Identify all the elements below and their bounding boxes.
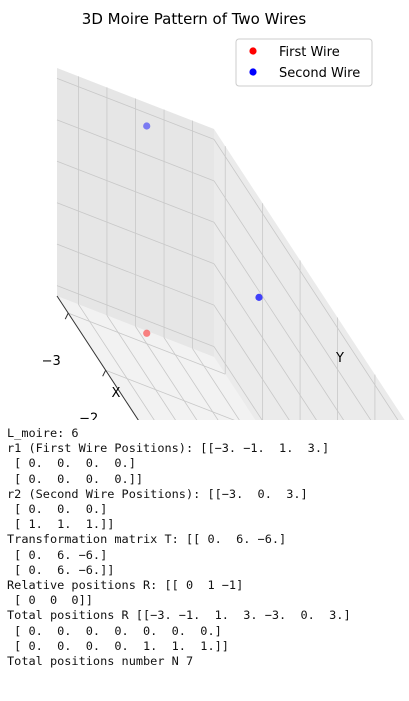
grid-line	[213, 180, 372, 420]
second-wire-point	[143, 122, 151, 130]
output-line: r1 (First Wire Positions): [[−3. −1. 1. …	[7, 441, 330, 456]
output-line: Total positions R [[−3. −1. 1. 3. −3. 0.…	[7, 608, 351, 623]
grid-line	[163, 337, 219, 420]
output-line: [ 0. 0. 0. 0. 1. 1. 1.]]	[7, 638, 229, 653]
grid-line	[213, 263, 317, 420]
legend-marker-second-wire	[249, 68, 257, 76]
grid-line	[56, 77, 215, 140]
x-tick-mark	[102, 370, 107, 377]
output-line: [ 0. 0. 0. 0. 0. 0. 0.]	[7, 623, 222, 638]
output-line: r2 (Second Wire Positions): [[−3. 0. 3.]	[7, 486, 308, 501]
output-line: [ 0. 0. 0. 0.]	[7, 456, 136, 471]
grid-line	[213, 346, 263, 420]
first-wire-point	[143, 329, 151, 337]
grid-line	[56, 285, 215, 348]
grid-lines	[56, 76, 399, 420]
output-line: [ 0 0 0]]	[7, 593, 93, 608]
back-pane	[214, 129, 405, 420]
grid-line	[78, 304, 155, 420]
x-tick-mark	[64, 312, 69, 320]
console-output: L_moire: 6 r1 (First Wire Positions): [[−…	[7, 426, 351, 669]
y-axis-label: Y	[335, 351, 344, 366]
output-line: [ 0. 6. −6.]	[7, 547, 108, 562]
x-tick-label: −3	[42, 354, 61, 369]
legend: First Wire Second Wire	[235, 38, 373, 87]
grid-line	[192, 348, 240, 420]
grid-line	[106, 315, 176, 420]
second-wire-point	[255, 293, 263, 301]
grid-line	[213, 304, 290, 420]
grid-line	[213, 139, 399, 420]
chart-title: 3D Moire Pattern of Two Wires	[82, 10, 307, 28]
output-line: L_moire: 6	[7, 426, 79, 440]
output-line: [ 0. 0. 0. 0.]]	[7, 471, 144, 486]
x-axis-line	[56, 295, 139, 420]
grid-line	[56, 119, 215, 182]
moire-3d-chart: 3D Moire Pattern of Two Wires −3−2−10123…	[42, 10, 405, 420]
axis-panes	[57, 68, 405, 420]
output-line: Transformation matrix T: [[ 0. 6. −6.]	[7, 532, 287, 547]
data-points	[143, 122, 263, 337]
output-line: [ 0. 6. −6.]]	[7, 562, 115, 577]
output-line: [ 0. 0. 0.]	[7, 502, 108, 517]
grid-line	[56, 160, 215, 223]
legend-label-second-wire: Second Wire	[279, 66, 360, 81]
grid-line	[56, 202, 215, 265]
grid-line	[56, 243, 215, 306]
grid-line	[213, 222, 345, 420]
output-line: Relative positions R: [[ 0 1 −1]	[7, 578, 244, 593]
axis-edges	[56, 295, 139, 420]
tick-labels: −3−2−10123−0.04−0.020.000.020.040.00.20.…	[42, 354, 99, 420]
output-line: Total positions number N 7	[7, 654, 194, 669]
legend-label-first-wire: First Wire	[279, 45, 340, 60]
x-tick-label: −2	[79, 411, 98, 420]
output-line: [ 1. 1. 1.]]	[7, 517, 115, 532]
grid-line	[135, 326, 198, 420]
legend-marker-first-wire	[249, 47, 257, 55]
legend-box	[235, 38, 373, 87]
x-axis-label: X	[112, 386, 121, 401]
